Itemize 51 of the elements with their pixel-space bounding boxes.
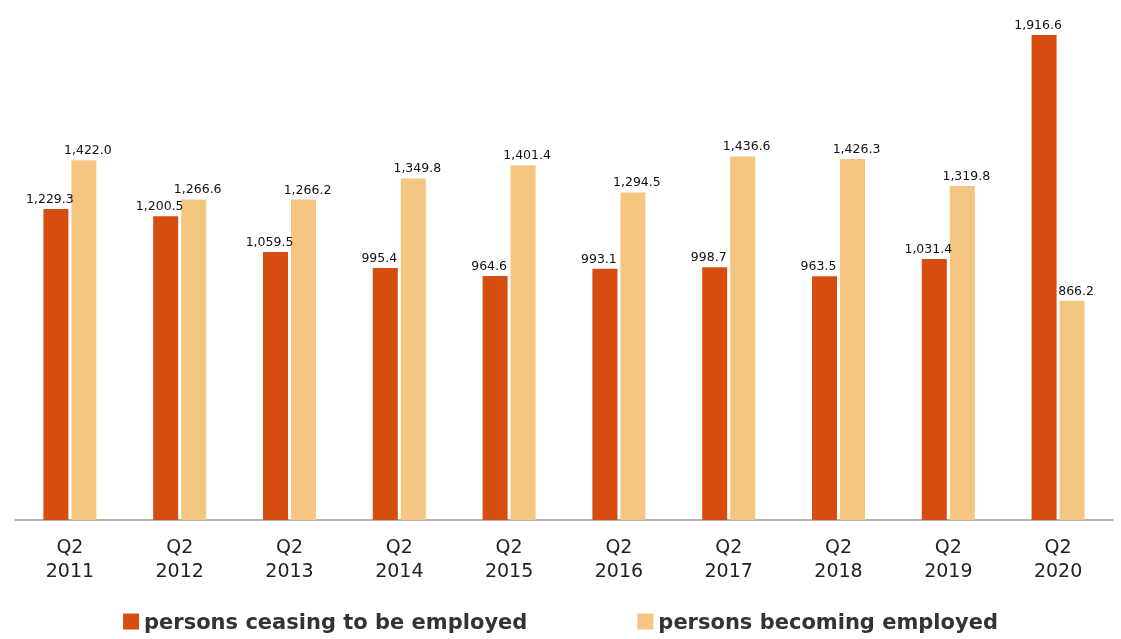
data-label: 1,229.3	[26, 190, 74, 206]
data-label: 1,266.6	[173, 181, 222, 197]
data-label: 1,436.6	[722, 138, 771, 154]
x-tick-label: Q2 2014	[375, 535, 424, 581]
bar	[592, 268, 618, 520]
data-label: 1,916.6	[1014, 17, 1062, 32]
bar	[702, 267, 728, 520]
data-label: 1,319.8	[942, 168, 991, 184]
data-label: 963.5	[800, 258, 837, 274]
bar	[71, 160, 97, 520]
data-label: 1,422.0	[64, 142, 112, 158]
bar	[291, 199, 316, 520]
data-label: 998.7	[690, 249, 727, 265]
x-tick-label: Q2 2017	[704, 535, 753, 581]
data-label: 964.6	[471, 257, 508, 273]
bar	[43, 208, 69, 520]
bar	[510, 165, 536, 520]
bar	[620, 192, 646, 520]
data-label: 1,294.5	[613, 174, 661, 190]
data-label: 1,401.4	[503, 147, 551, 163]
bar	[372, 268, 398, 520]
legend-label: persons ceasing to be employed	[144, 609, 528, 634]
data-label: 1,031.4	[904, 241, 953, 256]
data-label: 1,266.2	[283, 181, 332, 197]
bar	[181, 199, 207, 520]
x-tick-label: Q2 2011	[45, 535, 95, 581]
x-tick-label: Q2 2013	[265, 535, 314, 581]
bar	[482, 275, 508, 520]
x-tick-label: Q2 2020	[1033, 535, 1083, 581]
data-label: 866.2	[1058, 282, 1094, 298]
x-tick-label: Q2 2018	[814, 535, 863, 581]
x-tick-label: Q2 2012	[155, 535, 204, 581]
x-tick-label: Q2 2016	[594, 535, 644, 581]
bar	[730, 156, 756, 520]
data-label: 1,426.3	[832, 141, 881, 157]
data-label: 1,349.8	[393, 160, 442, 176]
bar	[812, 276, 837, 520]
data-label: 1,059.5	[245, 233, 294, 249]
bar	[840, 159, 865, 520]
bar	[400, 178, 426, 520]
bar	[263, 251, 288, 520]
data-label: 1,200.5	[135, 198, 184, 214]
data-label: 995.4	[361, 250, 398, 266]
x-tick-label: Q2 2015	[484, 535, 534, 581]
x-tick-label: Q2 2019	[924, 535, 973, 581]
bar	[1031, 35, 1057, 520]
legend-label: persons becoming employed	[658, 609, 998, 634]
bar	[1059, 300, 1085, 520]
bar	[153, 216, 179, 520]
bar	[921, 259, 947, 520]
data-label: 993.1	[581, 250, 617, 266]
